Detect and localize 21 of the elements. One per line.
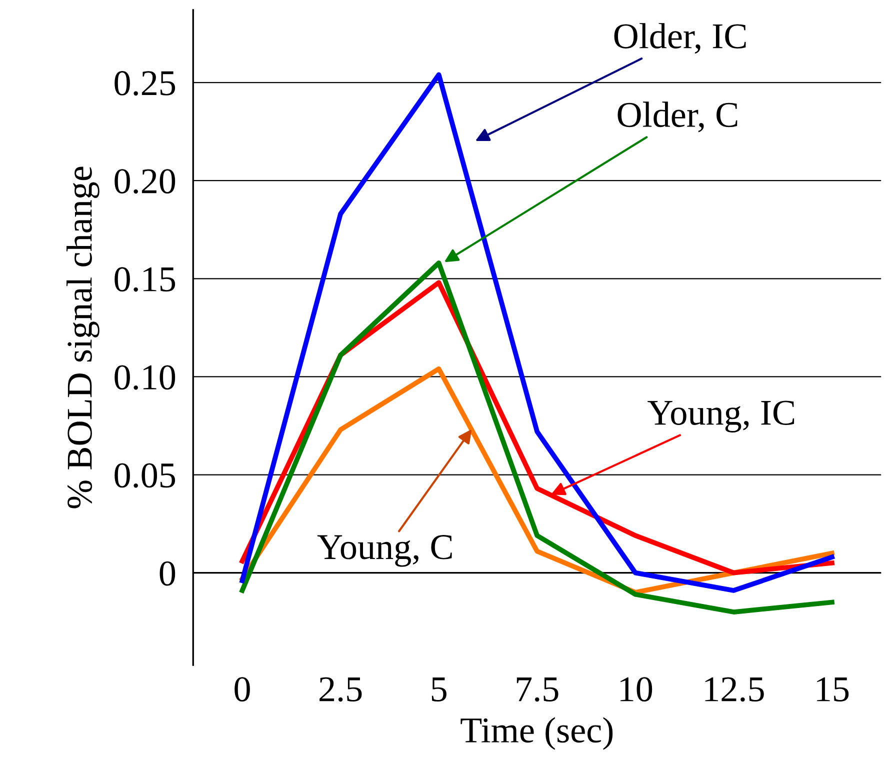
y-axis-title: % BOLD signal change: [66, 166, 100, 508]
y-tick-label: 0.15: [114, 267, 176, 292]
x-tick-label: 7.5: [516, 678, 558, 702]
x-axis-title: Time (sec): [460, 717, 613, 750]
x-tick-label: 12.5: [705, 677, 764, 702]
x-tick-label: 5: [432, 678, 446, 702]
line-series: [240, 72, 834, 593]
x-tick-label: 2.5: [320, 677, 362, 702]
y-tick-label: 0.10: [114, 365, 176, 390]
y-tick-label: 0.25: [114, 71, 176, 96]
text: Young, IC: [648, 400, 794, 432]
y-tick-label: 0.20: [114, 169, 176, 194]
x-tick-label: 10: [620, 677, 652, 702]
line-series: [240, 260, 834, 614]
y-tick-label: 0.05: [114, 463, 176, 488]
text: Older, C: [618, 102, 738, 132]
x-tick-label: 0: [234, 677, 250, 702]
x-tick-label: 15: [817, 677, 849, 702]
y-tick-label: 0: [160, 561, 176, 586]
series-label: Young, C: [317, 535, 452, 567]
text: Older, IC: [614, 23, 746, 54]
